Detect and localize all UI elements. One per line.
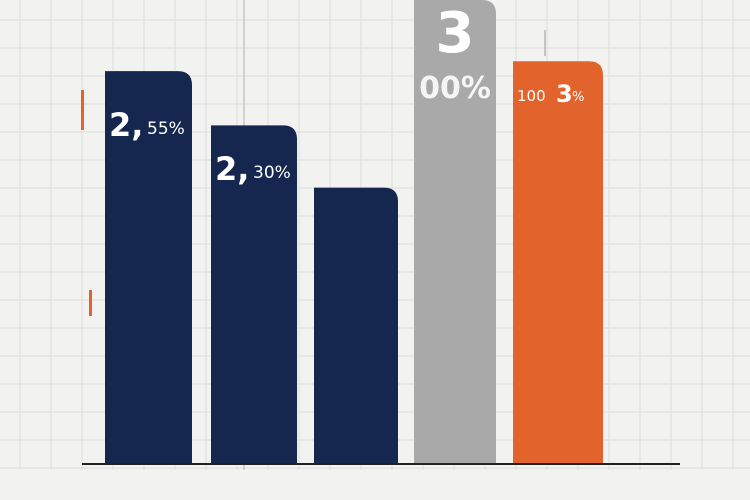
bar-1 (105, 71, 192, 465)
bar-label-main: 2, (109, 106, 143, 144)
accent-mark (81, 90, 84, 130)
bar-3 (314, 187, 398, 464)
bar-label-percent: 55% (147, 119, 185, 139)
bar-2 (211, 125, 297, 464)
bar-label-percent: 00% (419, 71, 491, 106)
bar-label-main: 3 (556, 80, 573, 108)
bar-label-percent: 30% (253, 163, 291, 183)
accent-mark (89, 290, 92, 316)
bar-label-prefix: 100 (517, 87, 546, 105)
bar-5 (513, 61, 603, 465)
orange-accent-marks (81, 90, 92, 316)
bar-label-main: 3 (436, 1, 475, 66)
bar-label-percent: % (572, 90, 584, 105)
bars: 2, 55%2, 30%300% 100 3% (105, 0, 603, 465)
bar-label-main: 2, (215, 150, 249, 188)
bar-4 (414, 0, 496, 464)
